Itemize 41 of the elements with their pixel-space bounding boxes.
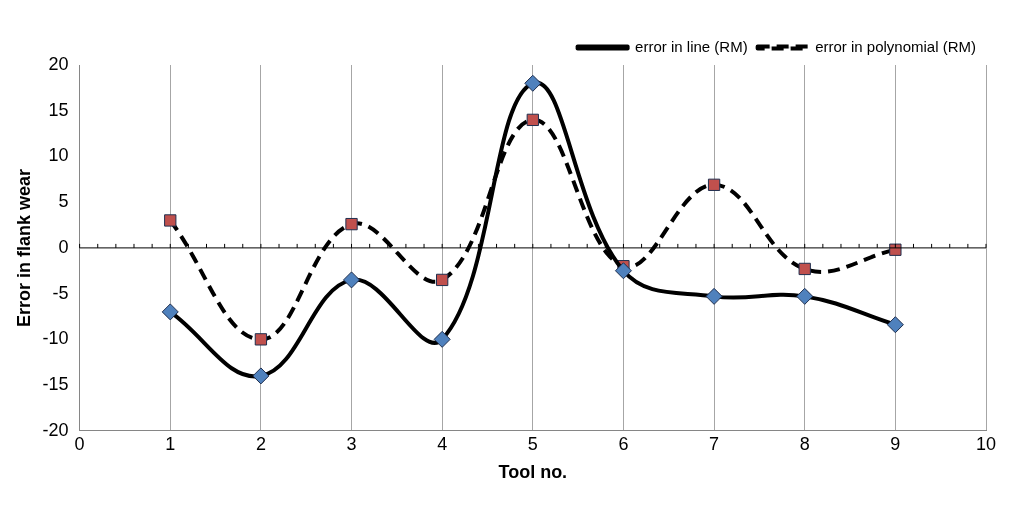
x-tick-label: 0: [74, 433, 85, 454]
y-tick-label: -10: [42, 328, 69, 349]
point: [886, 316, 904, 334]
y-tick-label: 0: [58, 236, 69, 257]
x-axis-title: Tool no.: [498, 462, 568, 483]
x-tick-label: 3: [346, 433, 357, 454]
point: [796, 287, 814, 305]
point: [707, 178, 721, 191]
point: [345, 217, 358, 231]
x-tick-label: 1: [165, 433, 176, 454]
point: [889, 243, 902, 256]
point: [343, 271, 361, 289]
point: [526, 113, 539, 127]
y-tick-label: -5: [52, 282, 69, 303]
y-tick-label: -20: [42, 419, 69, 440]
point: [524, 74, 542, 92]
point: [252, 367, 270, 385]
point: [161, 303, 179, 321]
x-tick-label: 7: [709, 433, 720, 454]
x-tick-label: 9: [890, 433, 901, 454]
x-tick-label: 8: [799, 433, 810, 454]
x-tick-label: 6: [618, 433, 629, 454]
y-axis-title: Error in flank wear: [13, 168, 34, 327]
y-tick-label: 10: [48, 145, 69, 166]
x-tick-label: 10: [975, 433, 997, 454]
x-tick-label: 2: [255, 433, 266, 454]
legend-label: error in polynomial (RM): [815, 37, 977, 55]
y-tick-label: -15: [42, 374, 69, 395]
point: [614, 262, 632, 280]
point: [705, 287, 723, 305]
point: [436, 273, 449, 287]
y-tick-label: 15: [48, 99, 69, 120]
point: [433, 330, 451, 348]
point: [164, 214, 177, 227]
y-tick-label: 20: [48, 53, 69, 74]
legend-label: error in line (RM): [635, 37, 748, 55]
point: [798, 262, 811, 276]
y-tick-label: 5: [58, 191, 69, 212]
x-tick-label: 5: [527, 433, 538, 454]
point: [254, 333, 268, 346]
x-tick-label: 4: [437, 433, 448, 454]
